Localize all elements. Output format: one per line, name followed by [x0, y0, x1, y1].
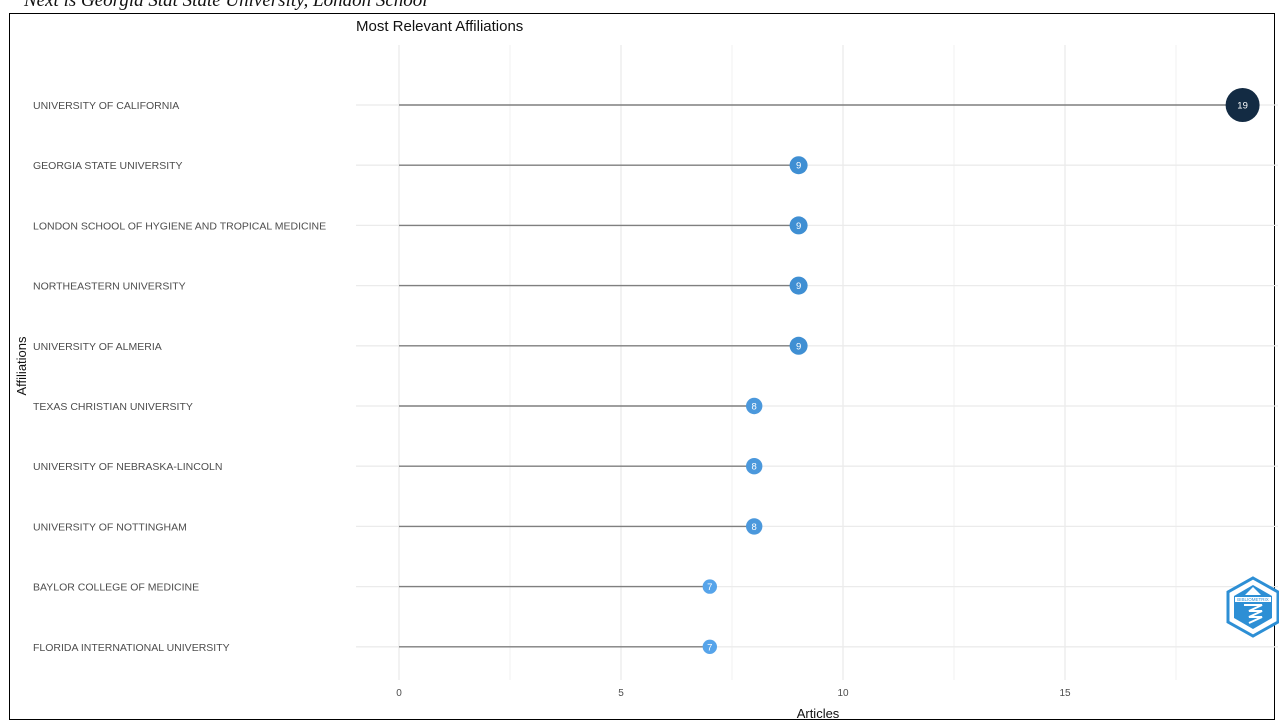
lollipop-point	[746, 458, 763, 475]
data-label: 7	[707, 582, 712, 593]
x-tick-label: 5	[618, 688, 624, 699]
y-axis-title: Affiliations	[14, 336, 29, 396]
lollipop-point	[702, 579, 717, 594]
category-label: UNIVERSITY OF NEBRASKA-LINCOLN	[33, 461, 222, 473]
data-label: 9	[796, 281, 801, 292]
data-label: 8	[752, 462, 757, 473]
category-label: GEORGIA STATE UNIVERSITY	[33, 160, 183, 172]
lollipop-point	[789, 156, 808, 175]
category-label: UNIVERSITY OF NOTTINGHAM	[33, 521, 187, 533]
category-label: BAYLOR COLLEGE OF MEDICINE	[33, 582, 199, 594]
chart-title: Most Relevant Affiliations	[356, 18, 524, 35]
category-label: NORTHEASTERN UNIVERSITY	[33, 281, 186, 293]
data-label: 7	[707, 642, 712, 653]
data-label: 9	[796, 161, 801, 172]
data-label: 9	[796, 221, 801, 232]
data-label: 8	[752, 522, 757, 533]
lollipop-point	[702, 639, 717, 654]
category-label: LONDON SCHOOL OF HYGIENE AND TROPICAL ME…	[33, 220, 326, 232]
category-label: TEXAS CHRISTIAN UNIVERSITY	[33, 401, 193, 413]
x-tick-label: 0	[396, 688, 402, 699]
x-tick-label: 15	[1059, 688, 1071, 699]
category-label: UNIVERSITY OF CALIFORNIA	[33, 100, 179, 112]
x-tick-label: 10	[837, 688, 849, 699]
label-layer: 0 5 10 15 UNIVERSITY OF CALIFORNIA GEORGIA ST…	[33, 100, 1071, 699]
lollipop-point	[746, 397, 763, 415]
logo-text: BIBLIOMETRIX	[1237, 597, 1269, 602]
category-label: UNIVERSITY OF ALMERIA	[33, 341, 162, 353]
lollipop-point	[789, 276, 808, 295]
grid-layer	[356, 45, 1278, 680]
data-label: 9	[796, 341, 801, 352]
header-text: Next is Georgia Stat State University, L…	[24, 0, 428, 11]
data-label: 19	[1237, 101, 1248, 112]
data-label: 8	[752, 402, 757, 413]
point-layer: 19 9 9 9 9 8 8 8 7 7	[702, 88, 1260, 654]
lollipop-point	[789, 336, 808, 355]
lollipop-point	[1225, 88, 1260, 122]
bibliometrix-logo-icon: BIBLIOMETRIX	[1226, 576, 1279, 638]
x-axis-title: Articles	[797, 706, 840, 721]
stem-layer	[399, 104, 1243, 648]
lollipop-point	[789, 216, 808, 235]
chart-frame	[9, 13, 1275, 720]
category-label: FLORIDA INTERNATIONAL UNIVERSITY	[33, 642, 230, 654]
lollipop-point	[746, 518, 763, 535]
